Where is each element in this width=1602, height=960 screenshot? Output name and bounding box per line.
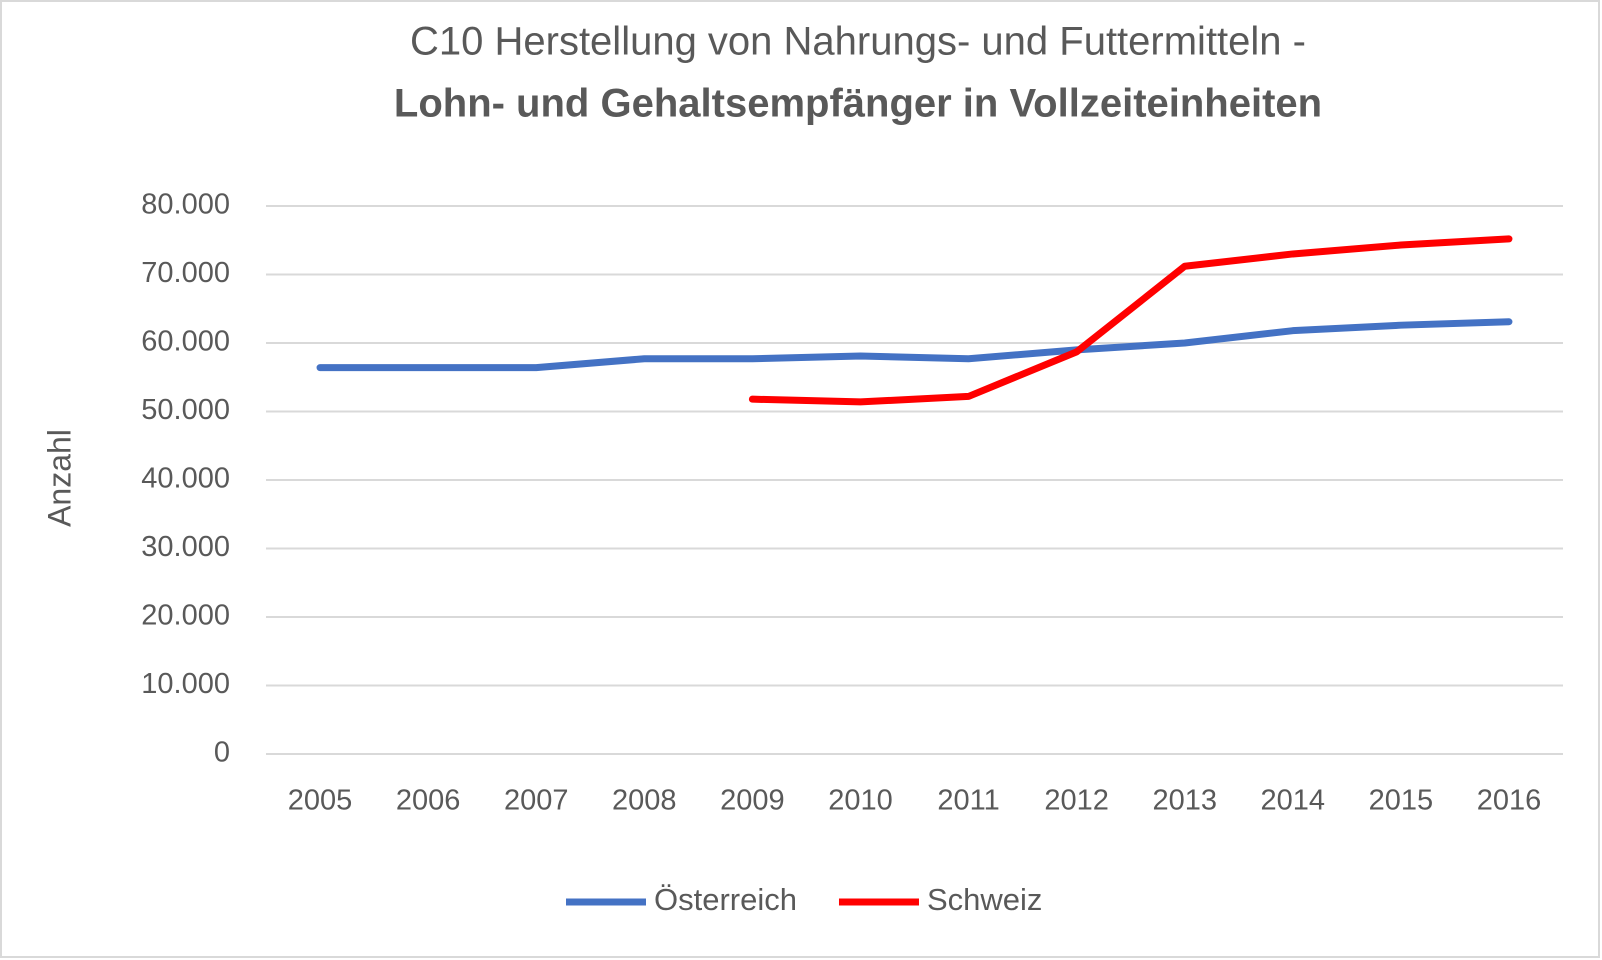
x-tick-label: 2008 — [612, 785, 677, 817]
y-tick-label: 20.000 — [141, 600, 230, 632]
x-tick-label: 2007 — [504, 785, 569, 817]
y-tick-label: 70.000 — [141, 257, 230, 289]
x-tick-label: 2014 — [1261, 785, 1326, 817]
x-tick-label: 2009 — [720, 785, 785, 817]
x-tick-label: 2010 — [828, 785, 893, 817]
x-tick-label: 2016 — [1477, 785, 1542, 817]
y-tick-label: 50.000 — [141, 394, 230, 426]
legend-label: Schweiz — [927, 882, 1042, 917]
y-tick-label: 40.000 — [141, 463, 230, 495]
x-tick-label: 2012 — [1044, 785, 1109, 817]
x-tick-label: 2013 — [1152, 785, 1217, 817]
chart-title: C10 Herstellung von Nahrungs- und Futter… — [410, 20, 1306, 64]
y-tick-label: 80.000 — [141, 189, 230, 221]
series-line — [748, 235, 1513, 406]
x-tick-label: 2005 — [288, 785, 353, 817]
y-tick-label: 30.000 — [141, 531, 230, 563]
series-line — [316, 318, 1513, 372]
y-tick-label: 10.000 — [141, 668, 230, 700]
y-tick-label: 60.000 — [141, 326, 230, 358]
y-tick-label: 0 — [214, 737, 230, 769]
x-tick-label: 2006 — [396, 785, 461, 817]
x-tick-label: 2011 — [937, 785, 999, 817]
legend-label: Österreich — [654, 882, 797, 917]
y-axis-label: Anzahl — [41, 429, 77, 527]
x-tick-label: 2015 — [1369, 785, 1434, 817]
chart-subtitle: Lohn- und Gehaltsempfänger in Vollzeitei… — [394, 82, 1322, 126]
